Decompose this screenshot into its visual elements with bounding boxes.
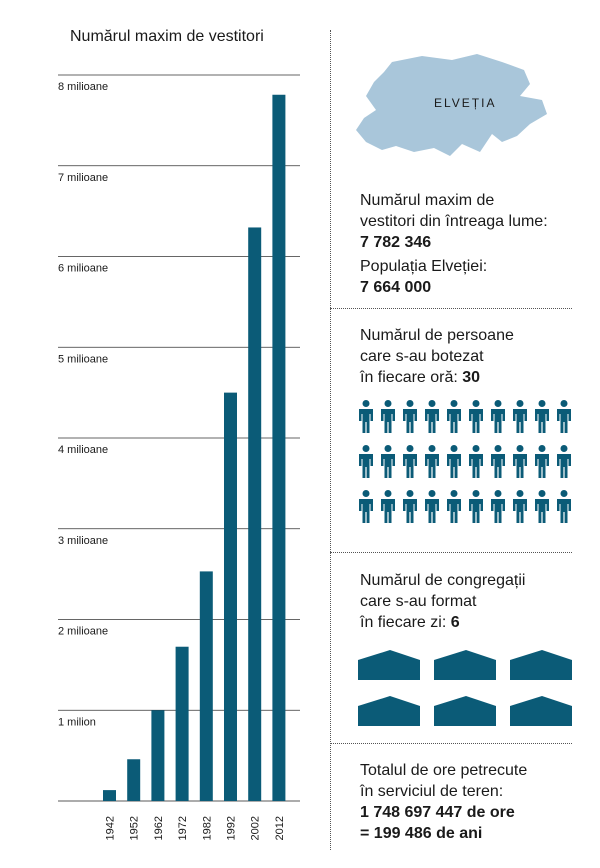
baptized-stat: Numărul de persoane care s-au botezat în… [360, 325, 514, 388]
x-tick-label: 1942 [105, 816, 117, 840]
hours-line1: Totalul de ore petrecute [360, 762, 528, 779]
person-icon [469, 445, 483, 478]
y-tick-label: 6 milioane [58, 263, 108, 275]
kingdom-hall-icon [510, 696, 572, 726]
bar [127, 759, 141, 801]
person-icon [513, 490, 527, 523]
y-tick-label: 5 milioane [58, 353, 108, 365]
person-icon [491, 445, 505, 478]
publishers-stat: Numărul maxim de vestitori din întreaga … [360, 190, 548, 253]
x-tick-label: 1972 [177, 816, 189, 840]
bar-chart: 1 milion 2 milioane 3 milioane 4 milioane 5 … [58, 74, 300, 840]
person-icon [469, 400, 483, 433]
baptized-line2: care s-au botezat [360, 348, 484, 365]
person-icon [491, 400, 505, 433]
horizontal-divider [330, 552, 572, 553]
congregations-line3: în fiecare zi: [360, 614, 451, 631]
kingdom-hall-icon [510, 650, 572, 680]
houses-grid [358, 650, 572, 726]
bar [224, 392, 237, 801]
baptized-line1: Numărul de persoane [360, 327, 514, 344]
person-icon [381, 490, 395, 523]
people-grid [359, 400, 571, 523]
x-tick-label: 1962 [153, 816, 165, 840]
bar [199, 571, 213, 801]
vertical-divider [330, 30, 331, 850]
y-tick-label: 4 milioane [58, 444, 108, 456]
hours-stat: Totalul de ore petrecute în serviciul de… [360, 760, 527, 844]
person-icon [425, 400, 439, 433]
congregations-stat: Numărul de congregații care s-au format … [360, 570, 525, 633]
baptized-line3: în fiecare oră: [360, 369, 463, 386]
person-icon [359, 490, 373, 523]
person-icon [491, 490, 505, 523]
bar [272, 94, 286, 802]
population-line1: Populația Elveției: [360, 258, 488, 275]
y-tick-label: 3 milioane [58, 535, 108, 547]
kingdom-hall-icon [434, 650, 496, 680]
population-value: 7 664 000 [360, 279, 432, 296]
person-icon [535, 400, 549, 433]
person-icon [447, 445, 461, 478]
person-icon [359, 445, 373, 478]
chart-title: Numărul maxim de vestitori [70, 28, 264, 45]
x-tick-label: 2002 [250, 816, 262, 840]
congregations-line2: care s-au format [360, 593, 477, 610]
y-tick-label: 2 milioane [58, 626, 108, 638]
y-tick-label: 7 milioane [58, 172, 108, 184]
x-tick-label: 1952 [129, 816, 141, 840]
x-tick-label: 1982 [201, 816, 213, 840]
person-icon [535, 490, 549, 523]
kingdom-hall-icon [358, 650, 420, 680]
x-tick-label: 1992 [226, 816, 238, 840]
kingdom-hall-icon [358, 696, 420, 726]
baptized-value: 30 [462, 369, 481, 386]
person-icon [425, 490, 439, 523]
person-icon [403, 445, 417, 478]
person-icon [425, 445, 439, 478]
bar [248, 227, 262, 801]
person-icon [447, 490, 461, 523]
person-icon [381, 400, 395, 433]
person-icon [403, 490, 417, 523]
horizontal-divider [330, 308, 572, 309]
y-tick-label: 8 milioane [58, 81, 108, 93]
bar [103, 790, 116, 801]
person-icon [469, 490, 483, 523]
person-icon [513, 445, 527, 478]
publishers-line1: Numărul maxim de [360, 192, 495, 209]
person-icon [403, 400, 417, 433]
horizontal-divider [330, 743, 572, 744]
bar [175, 646, 189, 801]
publishers-line2: vestitori din întreaga lume: [360, 213, 548, 230]
person-icon [557, 490, 571, 523]
hours-line2: în serviciul de teren: [360, 783, 504, 800]
kingdom-hall-icon [434, 696, 496, 726]
population-stat: Populația Elveției: 7 664 000 [360, 256, 487, 298]
x-tick-label: 2012 [274, 816, 286, 840]
bar [151, 710, 165, 801]
hours-value2: = 199 486 de ani [360, 825, 483, 842]
person-icon [381, 445, 395, 478]
congregations-line1: Numărul de congregații [360, 572, 526, 589]
y-tick-label: 1 milion [58, 716, 96, 728]
map-label: ELVEȚIA [434, 96, 497, 110]
hours-value1: 1 748 697 447 de ore [360, 804, 515, 821]
switzerland-map-icon [356, 54, 547, 156]
person-icon [557, 445, 571, 478]
person-icon [535, 445, 549, 478]
person-icon [359, 400, 373, 433]
publishers-value: 7 782 346 [360, 234, 432, 251]
congregations-value: 6 [450, 614, 460, 631]
person-icon [447, 400, 461, 433]
person-icon [513, 400, 527, 433]
person-icon [557, 400, 571, 433]
